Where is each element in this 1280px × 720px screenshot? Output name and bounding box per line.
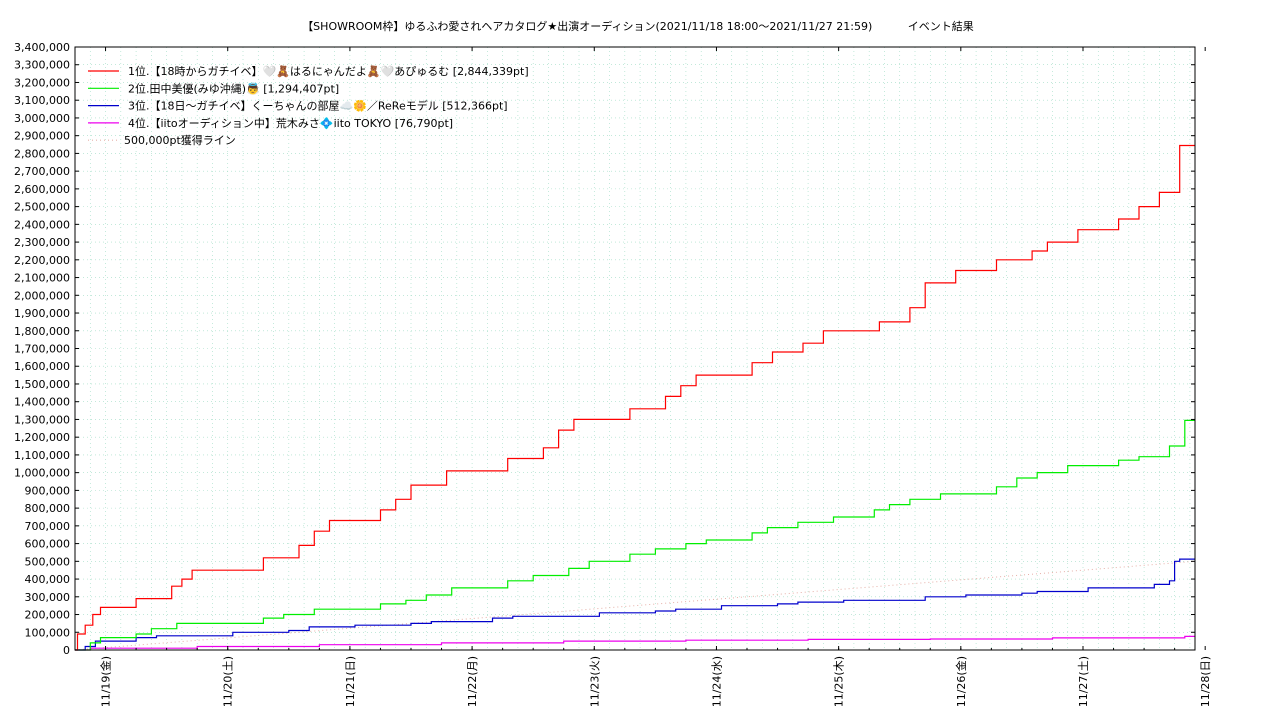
y-tick-label: 600,000	[25, 538, 71, 551]
y-tick-label: 200,000	[25, 609, 71, 622]
x-tick-label: 11/27(土)	[1077, 656, 1090, 707]
y-tick-label: 1,200,000	[14, 431, 70, 444]
x-tick-label: 11/26(金)	[954, 656, 968, 707]
legend-label: 2位.田中美優(みゆ沖縄)👼 [1,294,407pt]	[128, 81, 339, 95]
reference-line	[74, 560, 1196, 651]
y-axis: 0 100,000 200,000 300,000 400,000 500,000 600,…	[14, 41, 1195, 657]
x-tick-label: 11/24(水)	[710, 656, 723, 707]
y-tick-label: 2,600,000	[14, 183, 70, 196]
series-line-3	[75, 558, 1195, 651]
y-tick-label: 1,700,000	[14, 343, 70, 356]
x-tick-label: 11/25(木)	[833, 656, 846, 707]
y-tick-label: 0	[63, 644, 70, 657]
x-tick-label: 11/21(日)	[344, 656, 357, 707]
legend-label: 500,000pt獲得ライン	[124, 134, 236, 147]
legend-label: 4位.【iitoオーディション中】荒木みさ💠iito TOKYO [76,790…	[128, 116, 453, 130]
legend: 1位.【18時からガチイベ】🤍🧸はるにゃんだよ🧸🤍あぴゅるむ [2,844,33…	[88, 64, 529, 147]
y-tick-label: 1,800,000	[14, 325, 70, 338]
y-tick-label: 900,000	[25, 484, 71, 497]
y-tick-label: 500,000	[25, 555, 71, 568]
y-tick-label: 400,000	[25, 573, 71, 586]
chart-title: 【SHOWROOM枠】ゆるふわ愛されヘアカタログ★出演オーディション(2021/…	[302, 19, 974, 33]
y-tick-label: 100,000	[25, 626, 71, 639]
x-tick-label: 11/22(月)	[466, 656, 479, 707]
x-tick-label: 11/19(金)	[99, 656, 113, 707]
y-tick-label: 3,300,000	[14, 59, 70, 72]
y-tick-label: 3,200,000	[14, 76, 70, 89]
y-tick-label: 800,000	[25, 502, 71, 515]
chart-subtitle: イベント結果	[908, 19, 974, 33]
y-tick-label: 1,000,000	[14, 467, 70, 480]
x-tick-label: 11/23(火)	[588, 656, 601, 707]
y-tick-label: 1,400,000	[14, 396, 70, 409]
y-tick-label: 2,900,000	[14, 130, 70, 143]
y-tick-label: 2,800,000	[14, 147, 70, 160]
y-tick-label: 1,100,000	[14, 449, 70, 462]
legend-label: 3位.【18日〜ガチイベ】くーちゃんの部屋☁️🌼／ReReモデル [512,36…	[128, 99, 508, 113]
y-tick-label: 1,300,000	[14, 413, 70, 426]
series-line-2	[75, 419, 1195, 651]
y-tick-label: 2,400,000	[14, 218, 70, 231]
x-tick-label: 11/20(土)	[222, 656, 235, 707]
y-tick-label: 2,200,000	[14, 254, 70, 267]
y-tick-label: 300,000	[25, 591, 71, 604]
y-tick-label: 1,600,000	[14, 360, 70, 373]
y-tick-label: 3,100,000	[14, 94, 70, 107]
x-tick-label: 11/28(日)	[1199, 656, 1212, 707]
series-line-4	[75, 635, 1195, 651]
y-tick-label: 2,700,000	[14, 165, 70, 178]
reference-line-path	[74, 560, 1196, 651]
series-line-1	[75, 144, 1195, 651]
y-tick-label: 3,000,000	[14, 112, 70, 125]
y-tick-label: 1,500,000	[14, 378, 70, 391]
y-tick-label: 2,300,000	[14, 236, 70, 249]
y-tick-label: 700,000	[25, 520, 71, 533]
y-tick-label: 2,100,000	[14, 272, 70, 285]
y-tick-label: 2,500,000	[14, 201, 70, 214]
chart-title-main: 【SHOWROOM枠】ゆるふわ愛されヘアカタログ★出演オーディション(2021/…	[302, 19, 872, 33]
x-axis: 11/19(金) 11/20(土) 11/21(日) 11/22(月) 11/23(火)…	[99, 47, 1212, 707]
series-lines	[75, 144, 1195, 651]
y-tick-label: 1,900,000	[14, 307, 70, 320]
y-tick-label: 3,400,000	[14, 41, 70, 54]
legend-label: 1位.【18時からガチイベ】🤍🧸はるにゃんだよ🧸🤍あぴゅるむ [2,844,33…	[128, 64, 529, 78]
grid	[75, 47, 1195, 650]
y-tick-label: 2,000,000	[14, 289, 70, 302]
